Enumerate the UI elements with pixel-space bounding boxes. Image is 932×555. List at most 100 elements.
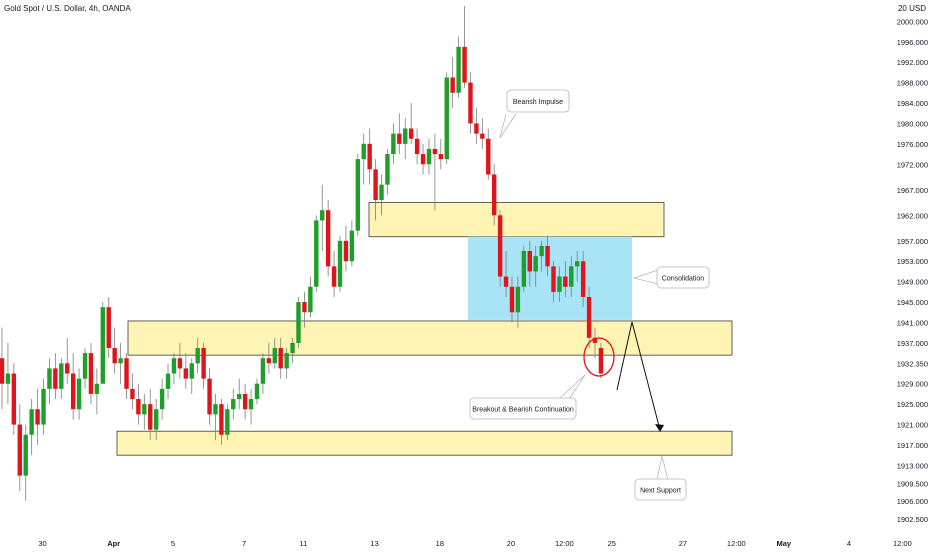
candle-body (491, 174, 497, 216)
candle-body (29, 409, 34, 435)
candle-body (112, 348, 117, 364)
candle-body (76, 378, 82, 410)
candle-body (11, 373, 17, 425)
candle-body (207, 378, 212, 415)
candle-body (308, 286, 313, 313)
candle-body (444, 77, 449, 160)
price-tick-label: 1937.000 (897, 339, 928, 348)
candle-body (266, 358, 272, 364)
candle-body (379, 184, 384, 200)
candle-body (320, 210, 325, 221)
price-tick-label: 1962.000 (897, 211, 928, 220)
price-tick-label: 1913.000 (897, 461, 928, 470)
candle-body (242, 393, 248, 410)
candle-body (509, 286, 515, 313)
candle-body (201, 348, 206, 379)
candle-body (592, 337, 598, 343)
candle-body (130, 388, 135, 400)
candle-body (189, 363, 194, 379)
candle-body (385, 154, 390, 185)
candle-body (5, 373, 11, 384)
consolidation-label-box (656, 266, 710, 289)
breakout-label-text: Breakout & Bearish Continuation (472, 407, 574, 414)
price-axis[interactable]: 2000.000 1996.000 1992.000 1988.000 1984.000… (897, 17, 928, 524)
candle-body (486, 138, 491, 175)
candle-body (497, 215, 503, 277)
candle-body (260, 358, 266, 384)
price-tick-label: 1984.000 (897, 99, 928, 108)
bearish-impulse-label-text: Bearish Impulse (513, 99, 563, 106)
consolidation-box (468, 236, 632, 320)
candle-body (420, 154, 426, 165)
candle-body (391, 133, 396, 155)
price-tick-label: 1980.000 (897, 119, 928, 128)
candle-body (136, 399, 141, 415)
next-support-label-box (634, 478, 687, 501)
candle-body (586, 296, 592, 338)
time-tick-label: 25 (608, 539, 616, 548)
candle-body (142, 404, 147, 415)
time-axis[interactable]: 30 Apr 5 7 11 13 18 20 12:00 25 27 12:00 May 4 12:00 (38, 539, 911, 548)
price-tick-label: 1921.000 (897, 421, 928, 430)
candle-body (213, 404, 218, 415)
candle-body (148, 404, 153, 430)
overlay-layer: Bearish Impulse Consolidation Breakout & B… (469, 89, 710, 501)
candle-body (0, 358, 5, 384)
candle-body (349, 230, 355, 262)
price-tick-label: 1967.000 (897, 186, 928, 195)
time-tick-label: 27 (679, 539, 687, 548)
breakout-label-box (469, 397, 577, 420)
candle-body (124, 358, 129, 389)
candle-body (272, 348, 277, 364)
price-tick-label: 1909.500 (897, 479, 928, 488)
candle-body (195, 348, 200, 364)
candle-body (70, 373, 76, 410)
candle-body (373, 169, 378, 200)
candle-body (314, 220, 319, 287)
candle-body (65, 363, 70, 374)
candle-body (563, 276, 568, 287)
time-tick-label: 12:00 (727, 539, 746, 548)
price-tick-label: 1906.000 (897, 497, 928, 506)
time-tick-label: 13 (370, 539, 378, 548)
candle-body (551, 266, 556, 292)
next-support-label-text: Next Support (640, 488, 681, 495)
candle-body (183, 368, 189, 379)
candle-body (171, 358, 177, 374)
price-tick-label: 1932.350 (897, 359, 928, 368)
price-tick-label: 1992.000 (897, 58, 928, 67)
candle-body (290, 342, 295, 354)
consolidation-pointer (632, 269, 659, 285)
candle-body (503, 276, 509, 287)
price-tick-label: 1917.000 (897, 441, 928, 450)
candle-body (231, 399, 236, 410)
candle-body (325, 210, 331, 267)
candle-body (94, 383, 100, 394)
time-tick-label: May (776, 539, 791, 548)
candle-body (82, 353, 88, 379)
broken-support-zone (127, 320, 733, 356)
currency-label: 20 USD (897, 4, 926, 13)
candle-body (557, 276, 562, 292)
candle-body (106, 307, 111, 349)
price-tick-label: 1957.000 (897, 237, 928, 246)
candle-body (367, 143, 372, 170)
candle-body (533, 256, 538, 272)
time-tick-label: 5 (171, 539, 175, 548)
candle-body (403, 128, 408, 144)
bearish-impulse-pointer (499, 113, 517, 139)
candle-body (438, 154, 444, 160)
time-tick-label: 11 (300, 539, 308, 548)
candle-body (284, 353, 289, 369)
candle-body (153, 409, 159, 430)
candle-body (361, 143, 366, 160)
time-tick-label: 20 (507, 539, 515, 548)
time-tick-label: 4 (847, 539, 851, 548)
bearish-impulse-label-box (506, 89, 570, 113)
candles-layer (0, 6, 604, 502)
candle-body (355, 159, 360, 231)
candle-body (527, 251, 532, 272)
projection-arrowhead (655, 424, 664, 432)
candle-body (545, 245, 550, 267)
